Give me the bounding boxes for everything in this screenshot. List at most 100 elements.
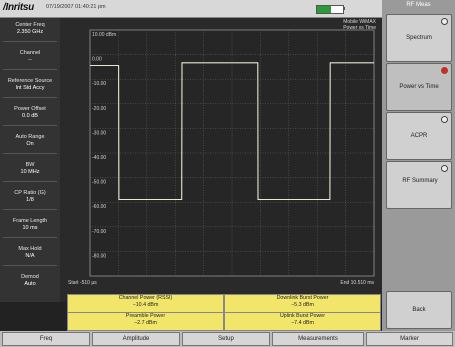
parameter-divider [3,41,57,42]
softkey-menu-title: RF Meas [406,2,431,8]
marker-menu-button[interactable]: Marker [366,332,453,346]
timestamp: 07/19/2007 01:40:21 pm [46,4,106,10]
back-button[interactable]: Back [386,291,452,329]
parameter-label: Reference Source [7,78,53,84]
setup-menu-button[interactable]: Setup [182,332,270,346]
radio-indicator-icon [441,18,448,25]
y-tick-label: -80.00 [92,253,106,259]
downlink-burst-power-cell: Downlink Burst Power −5.3 dBm [224,294,381,313]
parameter-label: Demod [21,274,39,280]
measurement-label: Channel Power (RSSI) [118,295,173,301]
measurement-value: −5.3 dBm [291,302,314,308]
measurement-value: −10.4 dBm [132,302,159,308]
parameter-divider [3,181,57,182]
freq-menu-button[interactable]: Freq [2,332,90,346]
status-bar: /Inritsu 07/19/2007 01:40:21 pm [0,0,382,18]
parameter-label: BW [25,162,35,168]
parameter-auto-range: Auto Range On [2,134,58,148]
parameter-value: -- [28,57,32,63]
spectrum-button[interactable]: Spectrum [386,14,452,62]
softkey-label: RF Summary [402,178,438,184]
radio-indicator-icon [441,116,448,123]
parameter-reference-source: Reference Source Int Std Accy [2,78,58,92]
start-time-label: Start -510 µs [68,280,97,286]
y-tick-label: -70.00 [92,229,106,235]
radio-indicator-icon [441,165,448,172]
y-tick-label: 10.00 dBm [92,32,116,38]
measurement-label: Uplink Burst Power [279,313,326,319]
softkey-label: Power vs Time [399,84,439,90]
end-time-label: End 10.510 ms [340,280,374,286]
parameter-value: Int Std Accy [15,85,45,91]
parameter-center-freq: Center Freq 2.350 GHz [2,22,58,36]
measurement-name: Power vs Time [343,25,376,31]
measurement-label: Preamble Power [125,313,166,319]
parameter-power-offset: Power Offset 0.0 dB [2,106,58,120]
parameter-label: CP Ratio (G) [14,190,46,196]
measurement-table: Channel Power (RSSI) −10.4 dBm Downlink … [67,294,381,331]
y-tick-label: -50.00 [92,180,106,186]
parameter-value: 0.0 dB [22,113,38,119]
y-tick-label: -20.00 [92,106,106,112]
parameter-max-hold: Max Hold N/A [2,246,58,260]
parameter-divider [3,97,57,98]
measurement-value: −2.7 dBm [134,320,157,326]
parameter-value: 2.350 GHz [16,29,44,35]
mode-label: Mobile WiMAX Power vs Time [343,19,376,31]
parameter-divider [3,265,57,266]
parameter-label: Max Hold [18,246,42,252]
parameter-value: On [26,141,34,147]
parameter-label: Center Freq [15,22,45,28]
parameter-channel: Channel -- [2,50,58,64]
power-vs-time-chart: 10.00 dBm 0.00 -10.00 -20.00 -30.00 -40.00 -50… [89,29,375,277]
parameter-cp-ratio-g: CP Ratio (G) 1/8 [2,190,58,204]
rf-summary-button[interactable]: RF Summary [386,161,452,209]
channel-power-cell: Channel Power (RSSI) −10.4 dBm [67,294,224,313]
mode-name: Mobile WiMAX [343,19,376,25]
parameter-label: Channel [19,50,41,56]
parameter-panel: Center Freq 2.350 GHz Channel -- Reference S… [0,18,60,302]
parameter-label: Auto Range [15,134,45,140]
y-tick-label: -40.00 [92,155,106,161]
parameter-value: N/A [25,253,35,259]
parameter-value: 1/8 [26,197,34,203]
battery-tip [343,7,345,10]
battery-level [317,6,332,13]
parameter-divider [3,153,57,154]
measurement-label: Downlink Burst Power [276,295,329,301]
amplitude-menu-button[interactable]: Amplitude [92,332,180,346]
parameter-value: 10 MHz [20,169,40,175]
parameter-frame-length: Frame Length 10 ms [2,218,58,232]
y-tick-label: -30.00 [92,130,106,136]
parameter-label: Power Offset [14,106,46,112]
y-tick-label: 0.00 [92,57,102,63]
parameter-bw: BW 10 MHz [2,162,58,176]
parameter-label: Frame Length [12,218,48,224]
parameter-demod: Demod Auto [2,274,58,288]
radio-selected-icon [441,67,448,74]
y-tick-label: -10.00 [92,81,106,87]
brand-logo: /Inritsu [3,2,34,13]
parameter-value: Auto [24,281,36,287]
battery-icon [316,5,344,14]
graph-area: Mobile WiMAX Power vs Time 10.00 dBm 0.00… [60,18,382,302]
measurement-value: −7.4 dBm [291,320,314,326]
uplink-burst-power-cell: Uplink Burst Power −7.4 dBm [224,312,381,331]
parameter-divider [3,69,57,70]
parameter-divider [3,209,57,210]
softkey-panel: RF Meas Spectrum Power vs Time ACPR RF S… [382,0,455,331]
parameter-divider [3,125,57,126]
preamble-power-cell: Preamble Power −2.7 dBm [67,312,224,331]
softkey-label: ACPR [410,133,428,139]
main-menu-bar: Freq Amplitude Setup Measurements Marker [0,331,455,347]
power-trace [90,62,374,201]
parameter-divider [3,237,57,238]
power-vs-time-button[interactable]: Power vs Time [386,63,452,111]
measurements-menu-button[interactable]: Measurements [272,332,364,346]
softkey-label: Back [412,307,426,313]
softkey-label: Spectrum [406,35,432,41]
acpr-button[interactable]: ACPR [386,112,452,160]
y-tick-label: -60.00 [92,204,106,210]
parameter-value: 10 ms [22,225,38,231]
